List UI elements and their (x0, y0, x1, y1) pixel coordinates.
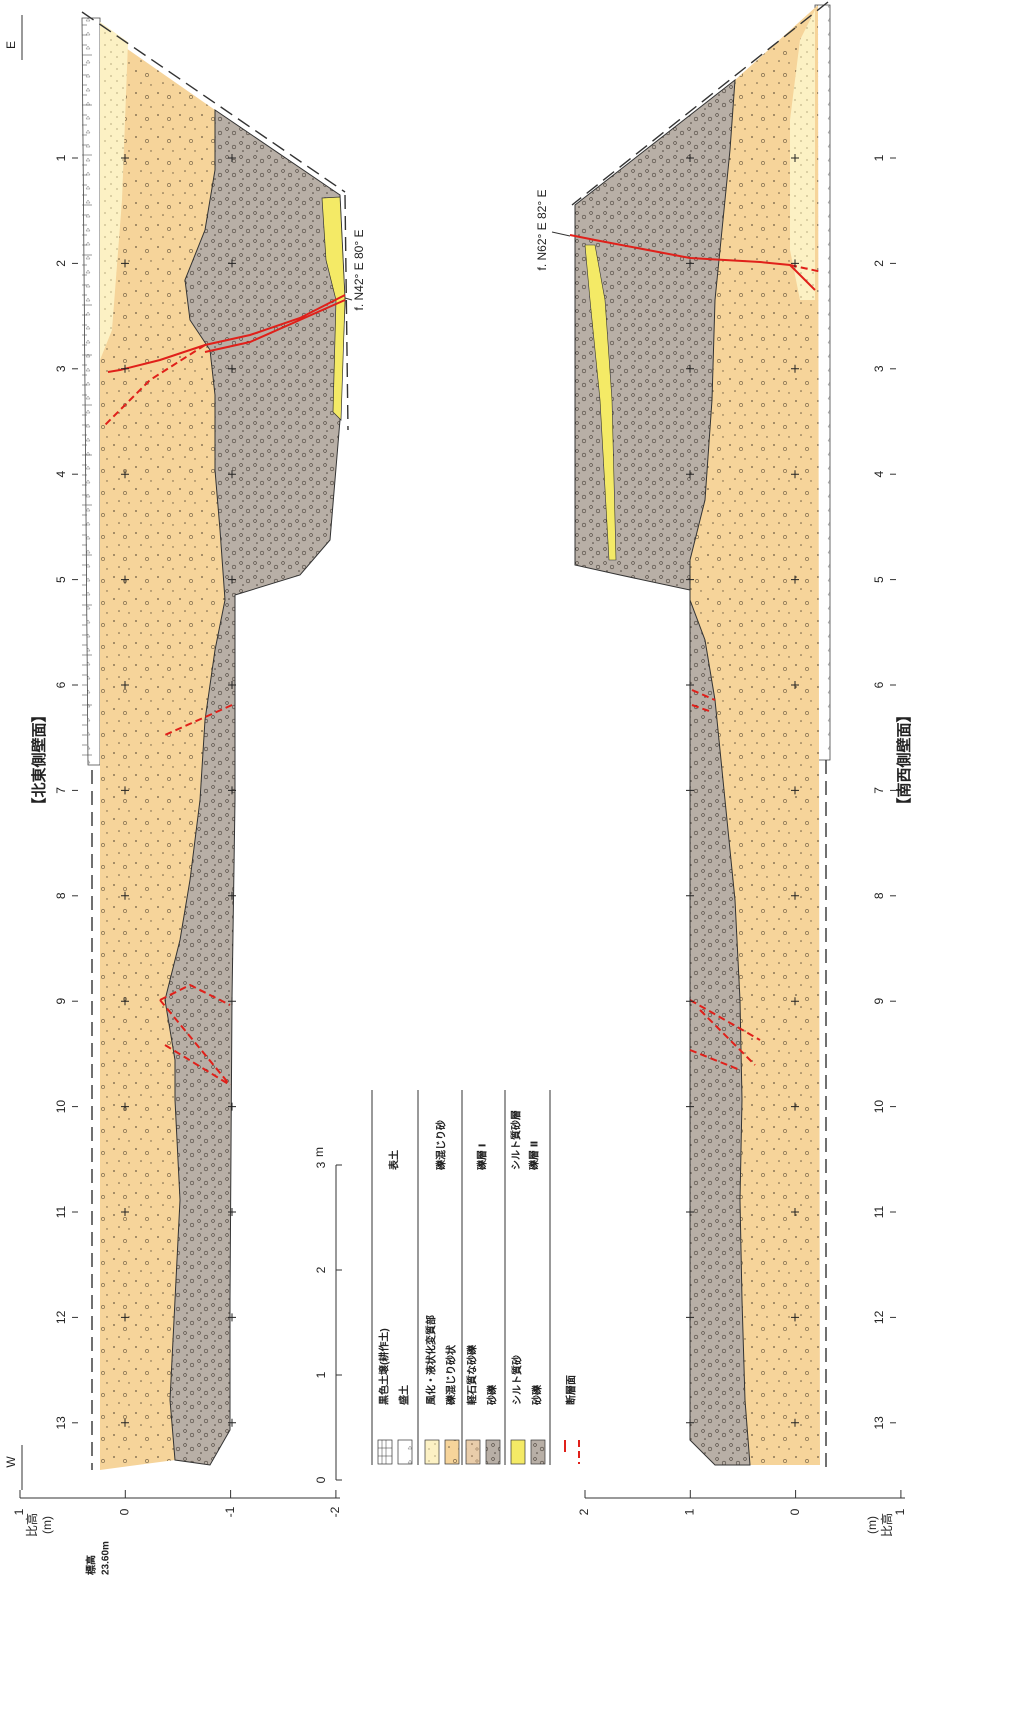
fault-leader (345, 298, 352, 300)
distance-tick-label: 13 (54, 1416, 68, 1430)
elevation-label: 標高 (85, 1555, 98, 1575)
legend-label: 断層面 (565, 1375, 578, 1405)
legend-swatch (378, 1440, 392, 1464)
distance-tick-label: 5 (54, 576, 68, 583)
distance-tick-label: 1 (872, 154, 886, 161)
distance-tick-label: 12 (872, 1310, 886, 1324)
distance-tick-label: 7 (872, 787, 886, 794)
distance-tick-label: 6 (872, 681, 886, 688)
elevation-value: 23.60m (101, 1541, 112, 1575)
trench-log: E W 【北東側壁面】 【南西側壁面】 f. N42° E 80° E f. N… (0, 0, 1010, 1713)
legend-label: シルト質砂 (511, 1355, 524, 1405)
distance-tick-label: 4 (54, 471, 68, 478)
fault-label: f. N42° E 80° E (352, 230, 366, 311)
distance-tick-label: 11 (872, 1205, 886, 1218)
height-tick-label: -1 (223, 1506, 237, 1517)
legend-label: 砂礫 (531, 1384, 544, 1406)
legend-label: 風化・液状化変質部 (425, 1315, 438, 1405)
height-tick-label: 2 (577, 1508, 591, 1515)
legend (372, 1090, 579, 1465)
distance-tick-label: 3 (54, 365, 68, 372)
legend-label: 軽石質な砂礫 (466, 1344, 479, 1405)
distance-tick-label: 3 (872, 365, 886, 372)
distance-tick-label: 13 (872, 1416, 886, 1430)
legend-swatch (486, 1440, 500, 1464)
surface-fill (82, 18, 100, 765)
height-tick-label: 1 (12, 1508, 26, 1515)
legend-swatch (398, 1440, 412, 1464)
northeast-title: 【北東側壁面】 (30, 707, 48, 812)
legend-group-label: 表土 (388, 1150, 401, 1171)
height-tick-label: 0 (117, 1508, 131, 1515)
distance-tick-label: 10 (872, 1100, 886, 1114)
height-unit: (m) (865, 1516, 879, 1534)
legend-swatch (511, 1440, 525, 1464)
distance-tick-label: 5 (872, 576, 886, 583)
height-tick-label: 1 (682, 1508, 696, 1515)
scale-tick-label: 3 (314, 1161, 328, 1168)
east-label: E (4, 41, 18, 49)
fault-leader (552, 232, 570, 236)
distance-tick-label: 1 (54, 154, 68, 161)
legend-label: 盛土 (398, 1385, 411, 1405)
height-tick-label: -2 (328, 1506, 342, 1517)
height-label: 比高 (24, 1513, 39, 1537)
distance-tick-label: 8 (872, 892, 886, 899)
distance-tick-label: 8 (54, 892, 68, 899)
scale-tick-label: 1 (314, 1371, 328, 1378)
scale-unit: m (312, 1147, 326, 1157)
legend-group-label: 礫混じり砂 (435, 1120, 448, 1170)
legend-swatch (531, 1440, 545, 1464)
west-label: W (4, 1456, 18, 1468)
legend-swatch (445, 1440, 459, 1464)
height-unit: (m) (40, 1516, 54, 1534)
legend-group-label: 礫層 Ⅱ (528, 1141, 541, 1170)
distance-tick-label: 4 (872, 471, 886, 478)
legend-label: 砂礫 (486, 1384, 499, 1406)
distance-tick-label: 11 (54, 1205, 68, 1218)
distance-tick-label: 12 (54, 1310, 68, 1324)
scale-tick-label: 0 (314, 1476, 328, 1483)
legend-group-label: 礫層 Ⅰ (476, 1144, 489, 1171)
distance-tick-label: 9 (54, 998, 68, 1005)
fault-label: f. N62° E 82° E (535, 190, 549, 271)
height-label: 比高 (879, 1513, 894, 1537)
legend-group-label: シルト質砂層 (510, 1110, 523, 1170)
legend-label: 礫混じり砂状 (445, 1344, 458, 1405)
legend-swatch (466, 1440, 480, 1464)
southwest-title: 【南西側壁面】 (895, 707, 913, 812)
scale-tick-label: 2 (314, 1266, 328, 1273)
distance-tick-label: 7 (54, 787, 68, 794)
height-tick-label: 1 (893, 1508, 907, 1515)
distance-tick-label: 10 (54, 1100, 68, 1114)
distance-tick-label: 2 (872, 260, 886, 267)
distance-tick-label: 2 (54, 260, 68, 267)
height-tick-label: 0 (788, 1508, 802, 1515)
distance-tick-label: 6 (54, 681, 68, 688)
northeast-wall (82, 12, 348, 1470)
distance-tick-label: 9 (872, 998, 886, 1005)
legend-swatch (425, 1440, 439, 1464)
legend-label: 黒色土壌(耕作土) (378, 1328, 391, 1405)
southwest-wall (570, 2, 830, 1470)
